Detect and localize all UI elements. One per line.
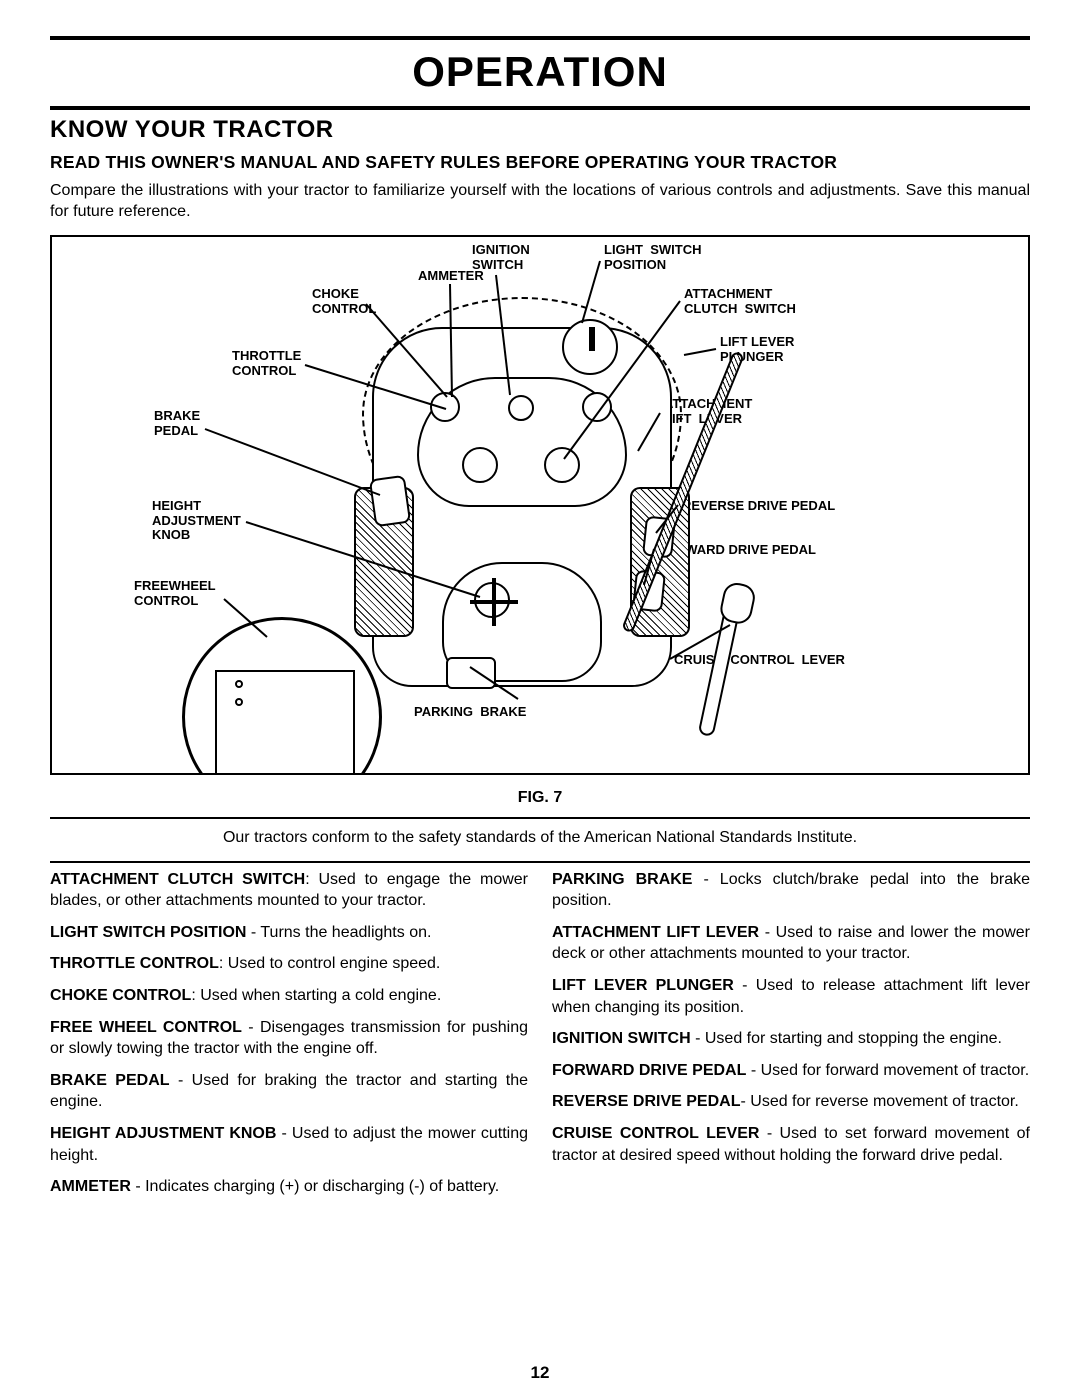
definitions-columns: ATTACHMENT CLUTCH SWITCH: Used to engage… — [50, 869, 1030, 1208]
definition-term: HEIGHT ADJUSTMENT KNOB — [50, 1125, 276, 1142]
definition-item: THROTTLE CONTROL: Used to control engine… — [50, 953, 528, 975]
label-ammeter: AMMETER — [418, 269, 484, 284]
definition-item: HEIGHT ADJUSTMENT KNOB - Used to adjust … — [50, 1123, 528, 1166]
page-title: OPERATION — [50, 46, 1030, 100]
definition-term: BRAKE PEDAL — [50, 1072, 170, 1089]
definition-text: - Used for reverse movement of tractor. — [740, 1093, 1018, 1110]
definition-item: FORWARD DRIVE PEDAL - Used for forward m… — [552, 1060, 1030, 1082]
definition-item: LIGHT SWITCH POSITION - Turns the headli… — [50, 922, 528, 944]
definition-item: FREE WHEEL CONTROL - Disengages transmis… — [50, 1017, 528, 1060]
rule-top — [50, 36, 1030, 40]
definition-term: FORWARD DRIVE PEDAL — [552, 1062, 746, 1079]
label-brake-pedal: BRAKE PEDAL — [154, 409, 200, 439]
section-subhead: KNOW YOUR TRACTOR — [50, 116, 1030, 144]
definitions-right: PARKING BRAKE - Locks clutch/brake pedal… — [552, 869, 1030, 1208]
label-height-knob: HEIGHT ADJUSTMENT KNOB — [152, 499, 241, 544]
definition-term: AMMETER — [50, 1178, 131, 1195]
definition-term: THROTTLE CONTROL — [50, 955, 219, 972]
definition-term: CRUISE CONTROL LEVER — [552, 1125, 759, 1142]
definition-term: CHOKE CONTROL — [50, 987, 191, 1004]
definition-term: FREE WHEEL CONTROL — [50, 1019, 242, 1036]
definition-item: CRUISE CONTROL LEVER - Used to set forwa… — [552, 1123, 1030, 1166]
definition-term: IGNITION SWITCH — [552, 1030, 691, 1047]
rule-under-title — [50, 106, 1030, 110]
definition-text: - Indicates charging (+) or discharging … — [131, 1178, 499, 1195]
page-number: 12 — [0, 1363, 1080, 1383]
definition-item: CHOKE CONTROL: Used when starting a cold… — [50, 985, 528, 1007]
rule-mid — [50, 817, 1030, 819]
definition-item: REVERSE DRIVE PEDAL- Used for reverse mo… — [552, 1091, 1030, 1113]
figure-box: IGNITION SWITCH AMMETER CHOKE CONTROL TH… — [50, 235, 1030, 775]
definition-text: - Used for forward movement of tractor. — [746, 1062, 1029, 1079]
definitions-left: ATTACHMENT CLUTCH SWITCH: Used to engage… — [50, 869, 528, 1208]
definition-text: - Used for starting and stopping the eng… — [691, 1030, 1002, 1047]
definition-item: LIFT LEVER PLUNGER - Used to release att… — [552, 975, 1030, 1018]
definition-term: ATTACHMENT LIFT LEVER — [552, 924, 759, 941]
definition-item: ATTACHMENT CLUTCH SWITCH: Used to engage… — [50, 869, 528, 912]
rule-mid-2 — [50, 861, 1030, 863]
definition-term: REVERSE DRIVE PEDAL — [552, 1093, 740, 1110]
definition-text: : Used when starting a cold engine. — [191, 987, 441, 1004]
intro-text: Compare the illustrations with your trac… — [50, 181, 1030, 223]
definition-term: LIGHT SWITCH POSITION — [50, 924, 246, 941]
definition-item: ATTACHMENT LIFT LEVER - Used to raise an… — [552, 922, 1030, 965]
definition-item: BRAKE PEDAL - Used for braking the tract… — [50, 1070, 528, 1113]
label-freewheel-control: FREEWHEEL CONTROL — [134, 579, 216, 609]
definition-item: IGNITION SWITCH - Used for starting and … — [552, 1028, 1030, 1050]
definition-item: AMMETER - Indicates charging (+) or disc… — [50, 1176, 528, 1198]
definition-text: : Used to control engine speed. — [219, 955, 440, 972]
definition-term: LIFT LEVER PLUNGER — [552, 977, 734, 994]
definition-term: PARKING BRAKE — [552, 871, 692, 888]
safety-warning: READ THIS OWNER'S MANUAL AND SAFETY RULE… — [50, 152, 1030, 173]
label-light-switch: LIGHT SWITCH POSITION — [604, 243, 702, 273]
label-throttle-control: THROTTLE CONTROL — [232, 349, 301, 379]
tractor-illustration — [312, 287, 732, 757]
definition-item: PARKING BRAKE - Locks clutch/brake pedal… — [552, 869, 1030, 912]
conformance-text: Our tractors conform to the safety stand… — [50, 829, 1030, 847]
definition-term: ATTACHMENT CLUTCH SWITCH — [50, 871, 305, 888]
definition-text: - Turns the headlights on. — [246, 924, 431, 941]
figure-caption: FIG. 7 — [50, 789, 1030, 807]
